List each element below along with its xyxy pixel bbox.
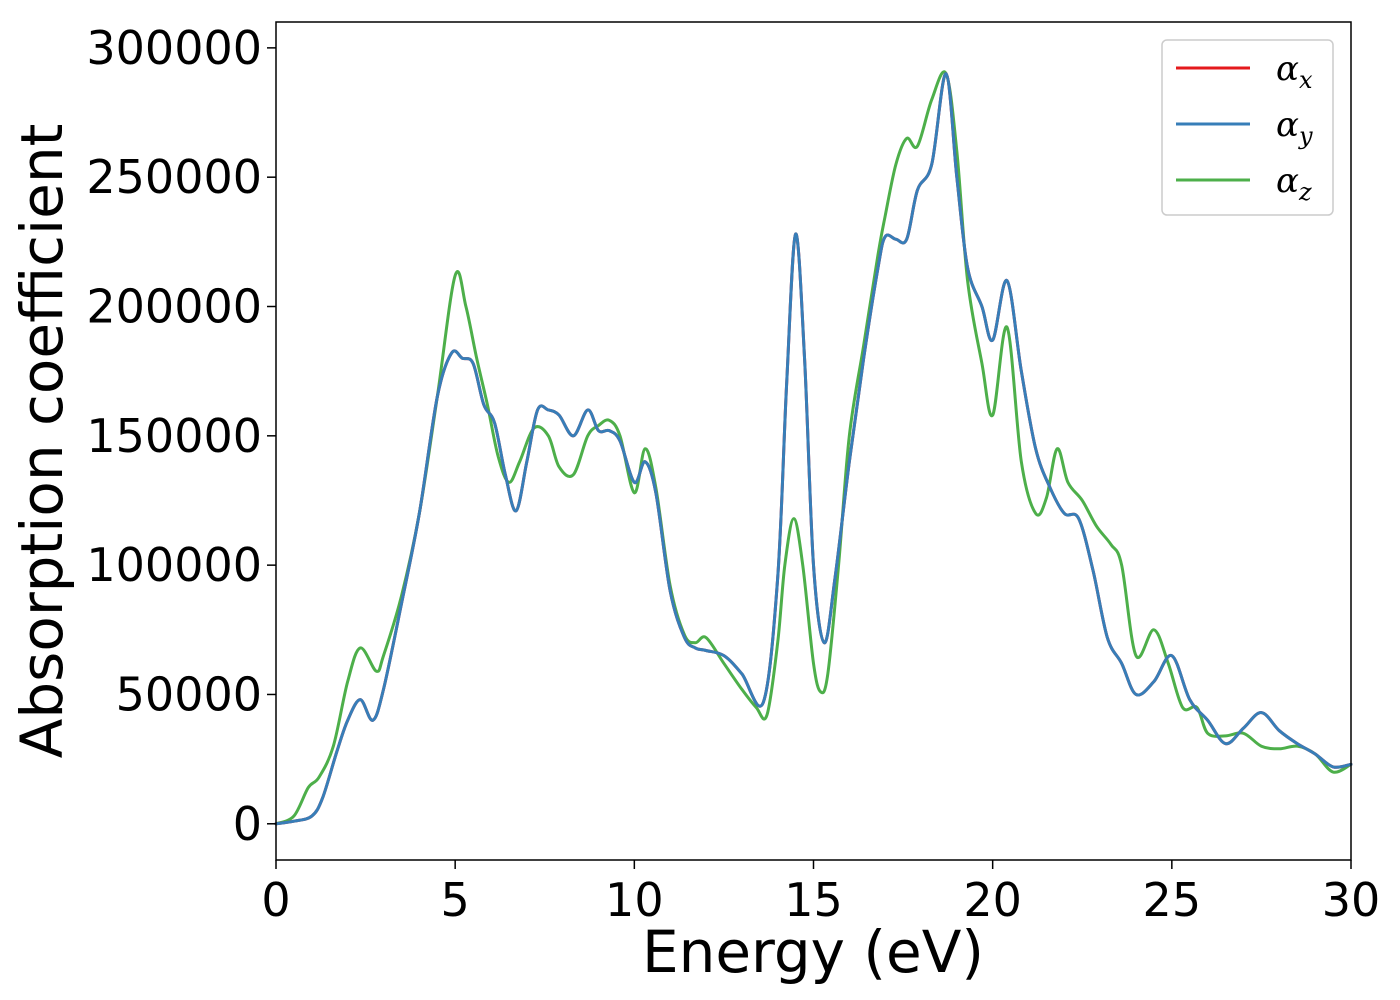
legend-subscript: y bbox=[1298, 122, 1313, 150]
x-tick-label: 0 bbox=[261, 873, 290, 927]
y-tick-label: 0 bbox=[233, 797, 262, 851]
y-tick-label: 150000 bbox=[86, 409, 262, 463]
y-tick-label: 300000 bbox=[86, 21, 262, 75]
x-tick-label: 15 bbox=[784, 873, 843, 927]
x-tick-label: 25 bbox=[1143, 873, 1202, 927]
series-line-z bbox=[274, 70, 1353, 826]
x-axis-title: Energy (eV) bbox=[642, 918, 984, 986]
x-tick-label: 20 bbox=[963, 873, 1022, 927]
legend-box bbox=[1161, 39, 1334, 216]
y-axis: 0 50000 100000 150000 200000 250000 300000 bbox=[86, 21, 276, 851]
y-tick-label: 250000 bbox=[86, 150, 262, 204]
y-axis-title: Absorption coefficient bbox=[8, 124, 76, 759]
x-axis: 0 5 10 15 20 25 30 bbox=[261, 860, 1380, 927]
legend-subscript: x bbox=[1299, 66, 1313, 94]
series-line-y bbox=[274, 72, 1353, 826]
y-tick-label: 200000 bbox=[86, 280, 262, 334]
x-tick-label: 30 bbox=[1322, 873, 1381, 927]
x-tick-label: 10 bbox=[605, 873, 664, 927]
y-tick-label: 100000 bbox=[86, 538, 262, 592]
series-layer bbox=[274, 70, 1353, 826]
y-tick-label: 50000 bbox=[116, 667, 262, 721]
x-tick-label: 5 bbox=[441, 873, 470, 927]
legend-subscript: z bbox=[1298, 178, 1312, 206]
